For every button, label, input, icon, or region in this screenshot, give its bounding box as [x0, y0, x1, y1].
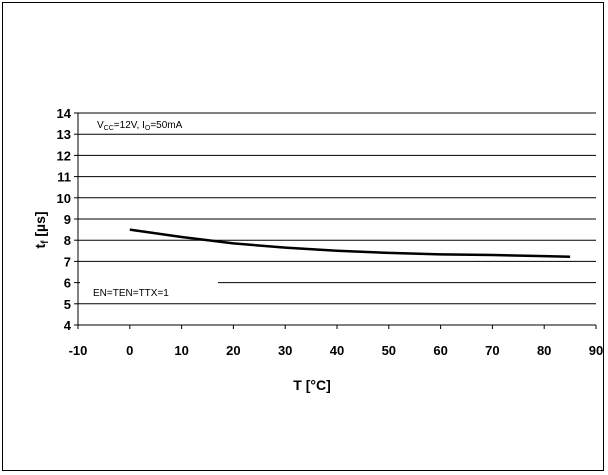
conditions-annotation: VCC=12V, IO=50mA [97, 120, 183, 132]
mode-annotation-bg [80, 282, 218, 302]
x-tick-label: 0 [126, 343, 133, 358]
x-tick-label: 50 [382, 343, 396, 358]
y-axis-title: tf [µs] [32, 211, 51, 248]
y-tick-label: 6 [64, 276, 71, 291]
x-tick-label: 60 [433, 343, 447, 358]
x-tick-label: -10 [69, 343, 88, 358]
chart-frame [2, 2, 604, 471]
x-axis-title: T [°C] [293, 377, 330, 393]
y-tick-label: 9 [64, 212, 71, 227]
x-tick-label: 90 [589, 343, 603, 358]
y-tick-label: 13 [57, 127, 71, 142]
y-tick-label: 5 [64, 297, 71, 312]
x-tick-label: 20 [226, 343, 240, 358]
y-tick-label: 4 [64, 318, 72, 333]
y-tick-label: 14 [57, 106, 72, 121]
series-lines [129, 228, 571, 258]
y-tick-label: 8 [64, 233, 71, 248]
y-tick-label: 11 [57, 170, 71, 185]
y-tick-label: 7 [64, 254, 71, 269]
mode-annotation: EN=TEN=TTX=1 [93, 288, 169, 299]
x-tick-label: 70 [485, 343, 499, 358]
x-tick-label: 40 [330, 343, 344, 358]
gridlines [78, 112, 596, 305]
y-tick-label: 12 [57, 148, 71, 163]
y-tick-label: 10 [57, 191, 71, 206]
x-tick-label: 10 [174, 343, 188, 358]
y-tick-labels: 4 5 6 7 8 9 10 11 12 13 14 [57, 106, 78, 333]
series-line [129, 228, 571, 258]
x-tick-label: 80 [537, 343, 551, 358]
x-tick-label: 30 [278, 343, 292, 358]
x-tick-labels: -10 0 10 20 30 40 50 60 70 80 90 [69, 325, 603, 358]
